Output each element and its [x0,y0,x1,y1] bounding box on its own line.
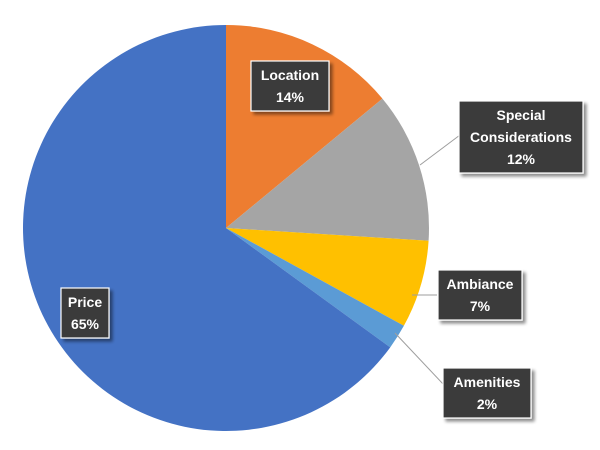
data-label-category: Price [68,294,102,310]
data-label-category: Ambiance [447,276,514,292]
pie-slice-price [22,25,391,431]
data-label-category: Special [496,107,545,123]
data-label-value: 65% [71,316,100,332]
data-label-box [442,367,532,419]
data-labels: Location 14% Special Considerations 12% Ambia… [60,60,584,419]
data-label-category: Considerations [470,129,572,145]
data-label-box [458,100,584,174]
leader-lines [394,134,461,386]
data-label-special-considerations: Special Considerations 12% [458,100,584,174]
data-label-value: 12% [507,151,536,167]
data-label-box [437,269,523,321]
data-label-ambiance: Ambiance 7% [437,269,523,321]
pie-slice-amenities [226,228,404,348]
leader-line-amenities [394,332,445,386]
data-label-box [60,287,110,339]
data-label-value: 2% [477,396,498,412]
leader-line-special-considerations [419,134,461,166]
data-label-box [250,60,330,112]
data-label-value: 14% [276,89,305,105]
data-label-amenities: Amenities 2% [442,367,532,419]
data-label-price: Price 65% [60,287,110,339]
data-label-category: Amenities [454,374,521,390]
pie-slice-special-considerations [226,98,429,241]
pie-slices [22,25,429,431]
data-label-category: Location [261,67,319,83]
pie-slice-ambiance [226,228,429,326]
data-label-value: 7% [470,298,491,314]
data-label-location: Location 14% [250,60,330,112]
